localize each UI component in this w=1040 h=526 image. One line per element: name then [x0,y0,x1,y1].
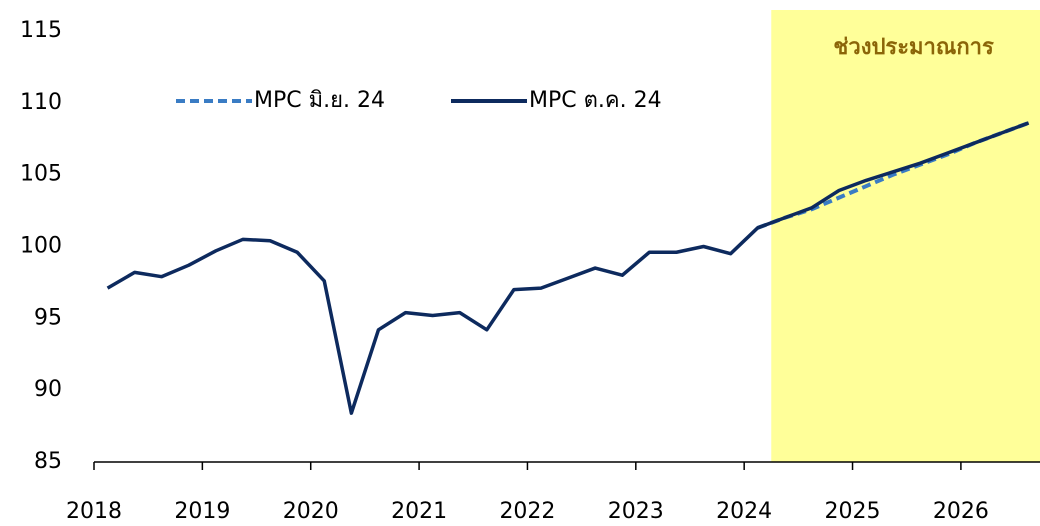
series-line [106,121,1030,415]
forecast-label: ช่วงประมาณการ [833,35,994,60]
forecast-region [771,10,1040,462]
y-tick-label: 95 [34,305,62,330]
y-tick-label: 100 [20,234,62,259]
x-tick-label: 2025 [825,499,881,524]
y-tick-label: 85 [34,449,62,474]
x-tick-label: 2022 [499,499,555,524]
x-tick-label: 2019 [174,499,230,524]
x-tick-label: 2026 [933,499,989,524]
x-tick-label: 2021 [391,499,447,524]
legend-label: MPC มิ.ย. 24 [254,88,385,113]
y-tick-label: 110 [20,90,62,115]
y-tick-label: 90 [34,377,62,402]
y-tick-label: 115 [20,18,62,43]
x-tick-label: 2018 [66,499,122,524]
legend-label: MPC ต.ค. 24 [529,88,662,113]
x-tick-label: 2023 [608,499,664,524]
x-tick-label: 2020 [283,499,339,524]
y-tick-label: 105 [20,162,62,187]
x-tick-label: 2024 [716,499,772,524]
